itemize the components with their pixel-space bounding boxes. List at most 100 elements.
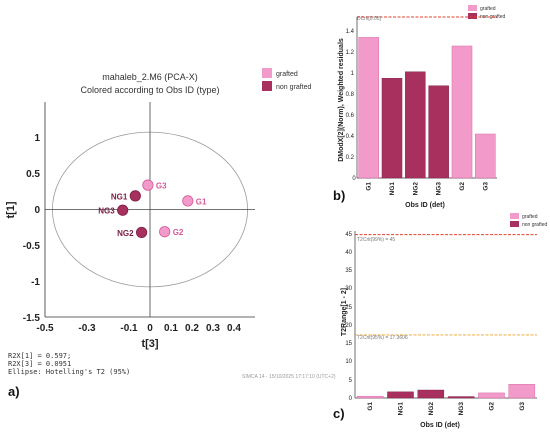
legend-label-grafted: grafted bbox=[276, 71, 298, 78]
bar-g1 bbox=[358, 37, 379, 179]
y-tick-label: 0.4 bbox=[346, 134, 355, 140]
x-tick-labels: -0.5 -0.3 -0.1 0 0.1 0.2 0.3 0.4 bbox=[36, 323, 241, 334]
critical-line-99-label: T2Crit(99%) = 45 bbox=[357, 237, 395, 243]
x-tick-label: 0.3 bbox=[206, 323, 220, 334]
y-tick-label: 0 bbox=[352, 176, 356, 182]
bar-g2 bbox=[451, 45, 473, 179]
panel-b: DModX[2](Norm), Weighted residuals graft… bbox=[333, 5, 506, 209]
y-tick-label: 0 bbox=[34, 205, 40, 216]
y-axis-title-b: DModX[2](Norm), Weighted residuals bbox=[338, 38, 345, 162]
point-label-g1: G1 bbox=[196, 197, 207, 206]
legend-label-grafted: grafted bbox=[522, 214, 538, 220]
x-axis-title: t[3] bbox=[141, 338, 158, 350]
x-tick-label: NG3 bbox=[436, 182, 443, 196]
t2range-bar-chart: G1 NG1 NG2 NG3 G2 G3 bbox=[354, 231, 537, 416]
x-tick-label: G2 bbox=[489, 402, 496, 411]
y-tick-label: 30 bbox=[345, 286, 352, 292]
critical-line-label: DCrit[0.05] bbox=[357, 16, 382, 22]
bar-ng3 bbox=[428, 85, 449, 179]
legend-label-grafted: grafted bbox=[480, 6, 496, 12]
y-tick-label: -0.5 bbox=[23, 241, 41, 252]
x-tick-label: NG2 bbox=[412, 182, 419, 196]
scatter-points: G3 G1 G2 NG1 NG3 NG2 bbox=[98, 179, 207, 239]
legend-swatch-grafted bbox=[510, 213, 519, 219]
y-tick-label: 1 bbox=[351, 71, 355, 77]
x-axis-title-b: Obs ID (det) bbox=[405, 202, 445, 209]
x-tick-label: NG1 bbox=[389, 182, 396, 196]
scatter-point-g3 bbox=[142, 179, 154, 191]
y-tick-label: 10 bbox=[345, 359, 352, 365]
panel-a-label: a) bbox=[8, 384, 20, 399]
panel-b-label: b) bbox=[333, 188, 345, 203]
y-tick-label: 45 bbox=[345, 232, 352, 238]
y-axis-title: t[1] bbox=[5, 201, 17, 218]
critical-line-95-label: T2Crit(95%) = 17.3606 bbox=[357, 335, 408, 341]
y-tick-label: 0.6 bbox=[346, 113, 355, 119]
bar-ng1 bbox=[381, 77, 403, 179]
bar-ng2 bbox=[405, 71, 426, 179]
point-label-ng2: NG2 bbox=[117, 229, 134, 238]
x-tick-label: -0.3 bbox=[78, 323, 96, 334]
y-tick-label: -1.5 bbox=[23, 313, 41, 324]
y-tick-label: 1.2 bbox=[346, 50, 355, 56]
r2x3-text: R2X[3] = 0.0951 bbox=[8, 360, 71, 368]
scatter-point-ng1 bbox=[129, 190, 141, 202]
bar-ng3 bbox=[447, 396, 475, 399]
panel-c-label: c) bbox=[333, 406, 345, 421]
r2x1-text: R2X[1] = 0.597; bbox=[8, 352, 71, 360]
dmodx-bar-chart: G1 NG1 NG2 NG3 G2 G3 bbox=[356, 16, 497, 196]
legend-swatch-non-grafted bbox=[468, 13, 477, 19]
y-tick-label: 0.2 bbox=[346, 155, 355, 161]
y-tick-label: 40 bbox=[345, 250, 352, 256]
x-tick-label: G2 bbox=[459, 182, 466, 191]
legend-swatch-non-grafted bbox=[262, 81, 272, 91]
x-axis-title-c: Obs ID (det) bbox=[420, 422, 460, 429]
point-label-ng3: NG3 bbox=[98, 207, 115, 216]
legend-swatch-grafted bbox=[468, 5, 477, 11]
x-tick-label: 0.1 bbox=[164, 323, 178, 334]
panel-a: mahaleb_2.M6 (PCA-X) Colored according t… bbox=[5, 68, 336, 399]
legend-label-non-grafted: non grafted bbox=[522, 222, 548, 228]
scatter-point-g2 bbox=[159, 226, 171, 238]
x-tick-label: NG3 bbox=[458, 402, 465, 416]
bar-ng1 bbox=[387, 391, 414, 399]
x-tick-label: G3 bbox=[519, 402, 526, 411]
legend-swatch-grafted bbox=[262, 68, 272, 78]
x-tick-label: -0.1 bbox=[120, 323, 138, 334]
x-tick-label: 0.4 bbox=[227, 323, 241, 334]
y-axis-title-c: T2Range[1 - 2] bbox=[341, 288, 348, 336]
y-tick-label: 35 bbox=[345, 268, 352, 274]
x-tick-label: NG1 bbox=[398, 402, 405, 416]
panel-c: T2Range[1 - 2] grafted non grafted G1 NG1… bbox=[333, 213, 548, 429]
bar-ng2 bbox=[417, 389, 445, 399]
x-tick-label: 0 bbox=[147, 323, 153, 334]
bar-g3 bbox=[475, 133, 496, 179]
point-label-ng1: NG1 bbox=[111, 192, 128, 201]
y-tick-label: 15 bbox=[345, 341, 352, 347]
legend-label-non-grafted: non grafted bbox=[276, 84, 312, 91]
point-label-g3: G3 bbox=[156, 182, 167, 191]
y-tick-label: 1.4 bbox=[346, 29, 355, 35]
y-tick-labels: 1 0.5 0 -0.5 -1 -1.5 bbox=[23, 133, 41, 324]
bar-g2 bbox=[478, 392, 505, 399]
scatter-subtitle: Colored according to Obs ID (type) bbox=[80, 85, 219, 95]
scatter-point-g1 bbox=[182, 195, 194, 207]
x-tick-label: NG2 bbox=[428, 402, 435, 416]
y-tick-label: 5 bbox=[349, 378, 353, 384]
y-tick-label: 0.5 bbox=[26, 169, 40, 180]
y-tick-label: 0.8 bbox=[346, 92, 355, 98]
x-tick-label: G1 bbox=[367, 402, 374, 411]
scatter-legend: grafted non grafted bbox=[262, 68, 312, 91]
bar-g3 bbox=[508, 384, 536, 399]
x-tick-label: G1 bbox=[366, 182, 373, 191]
legend-c: grafted non grafted bbox=[510, 213, 548, 228]
scatter-title: mahaleb_2.M6 (PCA-X) bbox=[102, 72, 198, 82]
legend-swatch-non-grafted bbox=[510, 221, 519, 227]
scatter-point-ng3 bbox=[117, 204, 129, 216]
x-tick-label: G3 bbox=[482, 182, 489, 191]
legend-b: grafted non grafted bbox=[468, 5, 506, 20]
point-label-g2: G2 bbox=[173, 228, 184, 237]
x-tick-label: -0.5 bbox=[36, 323, 54, 334]
y-tick-label: 20 bbox=[345, 323, 352, 329]
y-tick-label: -1 bbox=[31, 277, 40, 288]
